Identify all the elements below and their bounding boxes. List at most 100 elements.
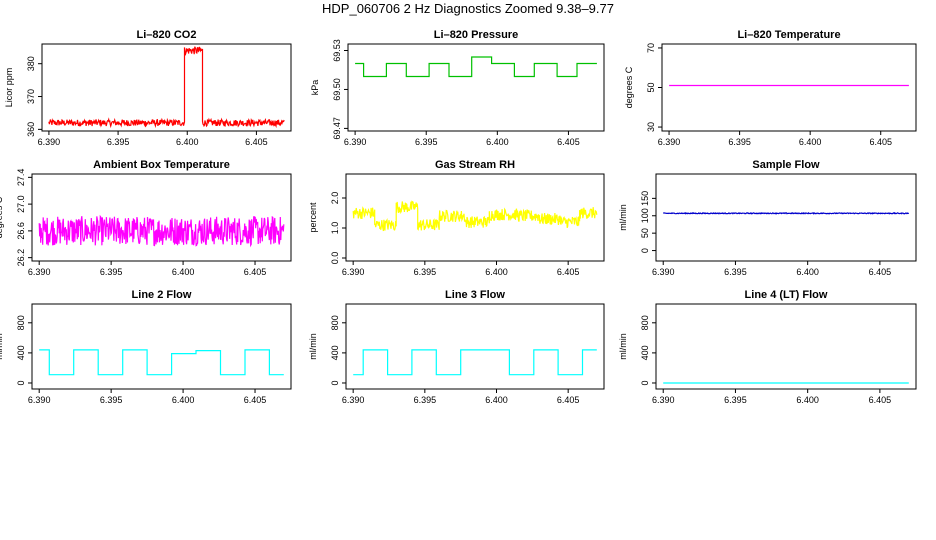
series-line bbox=[663, 211, 910, 215]
plot-frame bbox=[655, 303, 917, 390]
y-tick-label: 50 bbox=[640, 228, 650, 238]
panel-title: Ambient Box Temperature bbox=[93, 159, 230, 171]
y-axis-label: ml/min bbox=[618, 204, 628, 231]
x-tick-label: 6.400 bbox=[176, 137, 199, 147]
y-tick-label: 100 bbox=[640, 208, 650, 223]
y-axis-label: ml/min bbox=[0, 333, 4, 360]
panel-title: Li–820 Pressure bbox=[434, 29, 518, 41]
plot-frame bbox=[345, 303, 605, 390]
plot-frame bbox=[655, 173, 917, 262]
y-tick-label: 70 bbox=[646, 43, 656, 53]
y-tick-label: 27.4 bbox=[16, 169, 26, 187]
y-tick-label: 69.47 bbox=[332, 117, 342, 140]
y-tick-label: 400 bbox=[640, 345, 650, 360]
x-tick-label: 6.400 bbox=[485, 267, 508, 277]
y-tick-label: 50 bbox=[646, 82, 656, 92]
y-tick-label: 0 bbox=[640, 380, 650, 385]
y-tick-label: 2.0 bbox=[330, 192, 340, 205]
chart-panel-6: Sample Flow ml/min 6.390 6.395 6.400 6.405 0 50… bbox=[618, 159, 917, 277]
panel-title: Line 4 (LT) Flow bbox=[745, 289, 828, 301]
plot-frame bbox=[661, 43, 917, 132]
plot-frame bbox=[31, 173, 292, 262]
plot-frame bbox=[345, 173, 605, 262]
x-tick-label: 6.395 bbox=[100, 395, 123, 405]
x-tick-label: 6.400 bbox=[796, 267, 819, 277]
chart-panel-5: Gas Stream RH percent 6.390 6.395 6.400 6.405… bbox=[308, 159, 605, 277]
page-title: HDP_060706 2 Hz Diagnostics Zoomed 9.38–… bbox=[322, 1, 614, 16]
chart-panel-2: Li–820 Pressure kPa 6.390 6.395 6.400 6.405 69… bbox=[310, 29, 605, 147]
x-tick-label: 6.390 bbox=[28, 395, 51, 405]
chart-panel-3: Li–820 Temperature degrees C 6.390 6.395 6.4… bbox=[624, 29, 917, 147]
x-tick-label: 6.405 bbox=[869, 395, 892, 405]
y-axis-label: percent bbox=[308, 202, 318, 233]
y-tick-label: 0 bbox=[640, 248, 650, 253]
y-tick-label: 26.6 bbox=[16, 222, 26, 240]
panel-title: Li–820 CO2 bbox=[137, 29, 197, 41]
y-tick-label: 1.0 bbox=[330, 222, 340, 235]
y-tick-label: 370 bbox=[26, 89, 36, 104]
x-tick-label: 6.390 bbox=[658, 137, 681, 147]
y-axis-label: ml/min bbox=[308, 333, 318, 360]
series-line bbox=[48, 46, 285, 129]
x-tick-label: 6.405 bbox=[557, 267, 580, 277]
x-tick-label: 6.395 bbox=[415, 137, 438, 147]
y-axis-label: ml/min bbox=[618, 333, 628, 360]
x-tick-label: 6.405 bbox=[244, 395, 267, 405]
plot-frame bbox=[41, 43, 292, 132]
x-tick-label: 6.395 bbox=[107, 137, 130, 147]
y-tick-label: 400 bbox=[16, 345, 26, 360]
y-axis-label: degrees C bbox=[0, 196, 4, 238]
panel-title: Line 3 Flow bbox=[445, 289, 505, 301]
x-tick-label: 6.390 bbox=[28, 267, 51, 277]
series-line bbox=[39, 349, 284, 376]
y-tick-label: 400 bbox=[330, 345, 340, 360]
x-tick-label: 6.390 bbox=[342, 395, 365, 405]
x-tick-label: 6.400 bbox=[796, 395, 819, 405]
x-tick-label: 6.405 bbox=[869, 137, 892, 147]
x-tick-label: 6.395 bbox=[414, 267, 437, 277]
panel-title: Line 2 Flow bbox=[132, 289, 192, 301]
y-tick-label: 800 bbox=[640, 315, 650, 330]
panel-title: Gas Stream RH bbox=[435, 159, 515, 171]
x-tick-label: 6.405 bbox=[244, 267, 267, 277]
y-tick-label: 150 bbox=[640, 191, 650, 206]
y-axis-label: degrees C bbox=[624, 66, 634, 108]
x-tick-label: 6.400 bbox=[172, 267, 195, 277]
y-tick-label: 0 bbox=[16, 380, 26, 385]
x-tick-label: 6.390 bbox=[652, 267, 675, 277]
chart-panel-8: Line 3 Flow ml/min 6.390 6.395 6.400 6.405 0 40… bbox=[308, 289, 605, 405]
x-tick-label: 6.400 bbox=[485, 395, 508, 405]
series-line bbox=[355, 56, 597, 78]
x-tick-label: 6.395 bbox=[724, 395, 747, 405]
x-tick-label: 6.405 bbox=[869, 267, 892, 277]
y-tick-label: 360 bbox=[26, 122, 36, 137]
y-axis-label: kPa bbox=[310, 80, 320, 96]
x-tick-label: 6.405 bbox=[557, 137, 580, 147]
x-tick-label: 6.390 bbox=[652, 395, 675, 405]
x-tick-label: 6.405 bbox=[557, 395, 580, 405]
y-tick-label: 800 bbox=[330, 315, 340, 330]
series-line bbox=[352, 200, 598, 232]
panel-title: Li–820 Temperature bbox=[737, 29, 840, 41]
x-tick-label: 6.405 bbox=[245, 137, 268, 147]
x-tick-label: 6.395 bbox=[724, 267, 747, 277]
x-tick-label: 6.390 bbox=[38, 137, 61, 147]
series-line bbox=[38, 214, 285, 248]
y-tick-label: 0 bbox=[330, 380, 340, 385]
series-line bbox=[353, 349, 597, 376]
plot-frame bbox=[347, 43, 605, 132]
chart-panel-1: Li–820 CO2 Licor ppm 6.390 6.395 6.400 6.405 3… bbox=[4, 29, 292, 147]
y-tick-label: 27.0 bbox=[16, 195, 26, 213]
y-tick-label: 69.50 bbox=[332, 78, 342, 101]
x-tick-label: 6.390 bbox=[342, 267, 365, 277]
x-tick-label: 6.395 bbox=[414, 395, 437, 405]
y-tick-label: 0.0 bbox=[330, 252, 340, 265]
x-tick-label: 6.395 bbox=[100, 267, 123, 277]
x-tick-label: 6.400 bbox=[172, 395, 195, 405]
x-tick-label: 6.400 bbox=[486, 137, 509, 147]
y-tick-label: 30 bbox=[646, 122, 656, 132]
panel-title: Sample Flow bbox=[752, 159, 820, 171]
y-tick-label: 380 bbox=[26, 56, 36, 71]
y-tick-label: 26.2 bbox=[16, 249, 26, 267]
chart-panel-7: Line 2 Flow ml/min 6.390 6.395 6.400 6.405 0 40… bbox=[0, 289, 292, 405]
